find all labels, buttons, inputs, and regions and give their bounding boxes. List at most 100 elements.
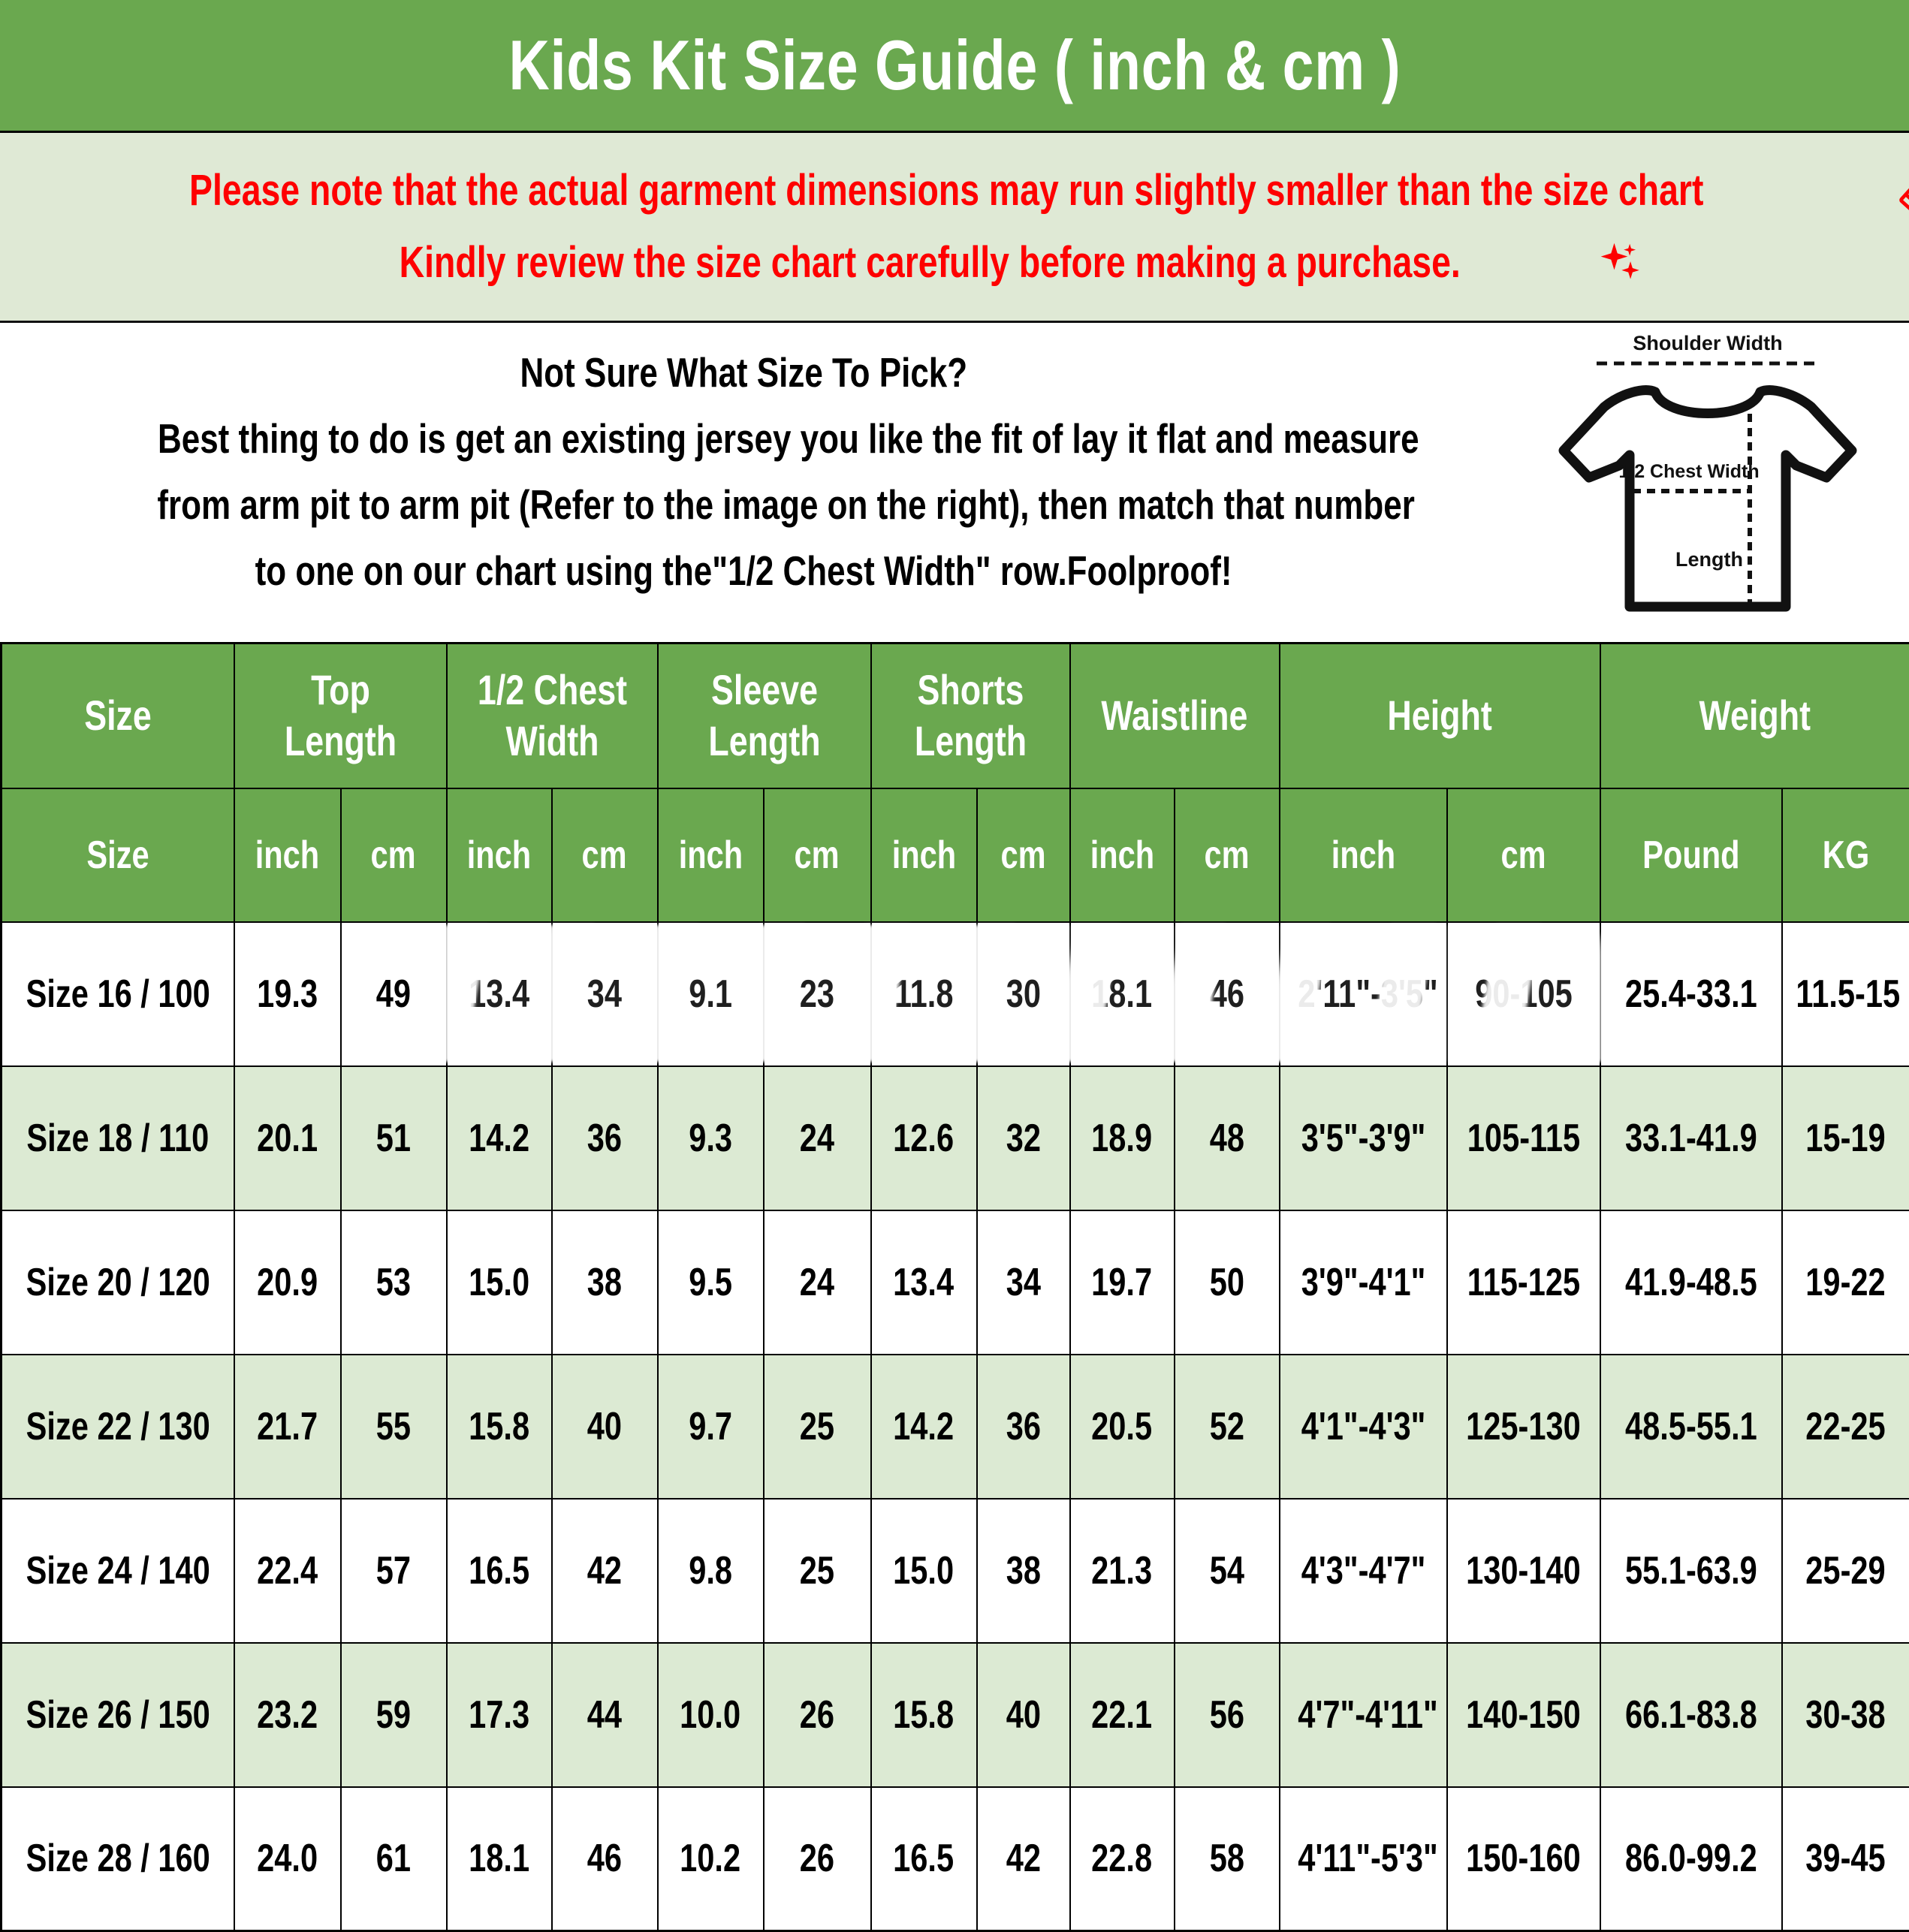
- table-cell: 14.2: [871, 1355, 977, 1499]
- table-cell: 14.2: [447, 1066, 552, 1210]
- table-cell: 24: [764, 1210, 871, 1355]
- table-cell: 22-25: [1782, 1355, 1909, 1499]
- table-cell: 30-38: [1782, 1643, 1909, 1787]
- length-label: Length: [1675, 548, 1743, 571]
- table-cell: 46: [1175, 922, 1280, 1066]
- table-cell: 34: [552, 922, 658, 1066]
- sparkles-icon: [1597, 240, 1642, 285]
- help-heading: Not Sure What Size To Pick?: [0, 339, 1487, 405]
- column-group-shorts-length: Shorts Length: [871, 643, 1070, 788]
- table-cell: 9.1: [658, 922, 764, 1066]
- table-cell: 55.1-63.9: [1600, 1499, 1782, 1643]
- table-cell: 10.0: [658, 1643, 764, 1787]
- unit-header-9: inch: [1070, 788, 1175, 922]
- shoulder-width-label: Shoulder Width: [1633, 332, 1782, 354]
- table-cell: 36: [977, 1355, 1070, 1499]
- table-cell: 17.3: [447, 1643, 552, 1787]
- table-cell: 34: [977, 1210, 1070, 1355]
- column-group-1-2-chest-width: 1/2 Chest Width: [447, 643, 658, 788]
- table-cell: 41.9-48.5: [1600, 1210, 1782, 1355]
- table-cell: 18.9: [1070, 1066, 1175, 1210]
- column-group-sleeve-length: Sleeve Length: [658, 643, 871, 788]
- table-cell: 23: [764, 922, 871, 1066]
- table-cell: 48: [1175, 1066, 1280, 1210]
- table-cell: 10.2: [658, 1787, 764, 1931]
- table-cell: 54: [1175, 1499, 1280, 1643]
- half-chest-width-label: 1/2 Chest Width: [1618, 461, 1759, 482]
- unit-header-2: cm: [341, 788, 447, 922]
- table-cell: 13.4: [447, 922, 552, 1066]
- size-cell: Size 18 / 110: [2, 1066, 234, 1210]
- notice-line-1: Please note that the actual garment dime…: [0, 168, 1909, 213]
- table-cell: 22.1: [1070, 1643, 1175, 1787]
- table-cell: 12.6: [871, 1066, 977, 1210]
- column-group-waistline: Waistline: [1070, 643, 1280, 788]
- table-cell: 19.7: [1070, 1210, 1175, 1355]
- column-group-height: Height: [1280, 643, 1600, 788]
- page-title: Kids Kit Size Guide ( inch & cm ): [397, 25, 1512, 106]
- table-cell: 25.4-33.1: [1600, 922, 1782, 1066]
- table-cell: 16.5: [447, 1499, 552, 1643]
- table-cell: 50: [1175, 1210, 1280, 1355]
- table-cell: 9.7: [658, 1355, 764, 1499]
- page-title-text: Kids Kit Size Guide ( inch & cm ): [508, 25, 1401, 106]
- table-cell: 20.1: [234, 1066, 341, 1210]
- table-cell: 21.7: [234, 1355, 341, 1499]
- notice-line-1-text: Please note that the actual garment dime…: [189, 169, 1703, 212]
- table-cell: 19.3: [234, 922, 341, 1066]
- table-cell: 57: [341, 1499, 447, 1643]
- notice-line-2-text: Kindly review the size chart carefully b…: [399, 241, 1460, 285]
- table-cell: 4'11"-5'3": [1280, 1787, 1447, 1931]
- title-bar: Kids Kit Size Guide ( inch & cm ): [0, 0, 1909, 133]
- table-cell: 46: [552, 1787, 658, 1931]
- size-cell: Size 26 / 150: [2, 1643, 234, 1787]
- table-cell: 125-130: [1447, 1355, 1600, 1499]
- table-cell: 4'7"-4'11": [1280, 1643, 1447, 1787]
- table-cell: 24.0: [234, 1787, 341, 1931]
- table-cell: 9.5: [658, 1210, 764, 1355]
- unit-header-13: Pound: [1600, 788, 1782, 922]
- unit-header-5: inch: [658, 788, 764, 922]
- unit-header-14: KG: [1782, 788, 1909, 922]
- table-cell: 18.1: [447, 1787, 552, 1931]
- table-cell: 3'9"-4'1": [1280, 1210, 1447, 1355]
- table-cell: 25-29: [1782, 1499, 1909, 1643]
- unit-header-8: cm: [977, 788, 1070, 922]
- table-cell: 90-105: [1447, 922, 1600, 1066]
- table-cell: 59: [341, 1643, 447, 1787]
- notice-banner: Please note that the actual garment dime…: [0, 133, 1909, 323]
- unit-header-3: inch: [447, 788, 552, 922]
- table-cell: 66.1-83.8: [1600, 1643, 1782, 1787]
- table-cell: 3'5"-3'9": [1280, 1066, 1447, 1210]
- table-cell: 52: [1175, 1355, 1280, 1499]
- table-cell: 9.3: [658, 1066, 764, 1210]
- table-cell: 24: [764, 1066, 871, 1210]
- table-cell: 49: [341, 922, 447, 1066]
- table-cell: 9.8: [658, 1499, 764, 1643]
- table-cell: 22.8: [1070, 1787, 1175, 1931]
- unit-header-12: cm: [1447, 788, 1600, 922]
- help-line-1: Best thing to do is get an existing jers…: [0, 405, 1487, 472]
- table-cell: 11.5-15: [1782, 922, 1909, 1066]
- table-cell: 20.5: [1070, 1355, 1175, 1499]
- table-cell: 56: [1175, 1643, 1280, 1787]
- table-cell: 53: [341, 1210, 447, 1355]
- table-cell: 55: [341, 1355, 447, 1499]
- table-cell: 21.3: [1070, 1499, 1175, 1643]
- table-cell: 26: [764, 1643, 871, 1787]
- table-cell: 4'1"-4'3": [1280, 1355, 1447, 1499]
- tshirt-measurement-diagram: Shoulder Width 1/2 Chest Width Length: [1528, 327, 1888, 637]
- table-cell: 16.5: [871, 1787, 977, 1931]
- table-cell: 61: [341, 1787, 447, 1931]
- size-cell: Size 28 / 160: [2, 1787, 234, 1931]
- table-cell: 38: [552, 1210, 658, 1355]
- unit-header-10: cm: [1175, 788, 1280, 922]
- unit-header-0: Size: [2, 788, 234, 922]
